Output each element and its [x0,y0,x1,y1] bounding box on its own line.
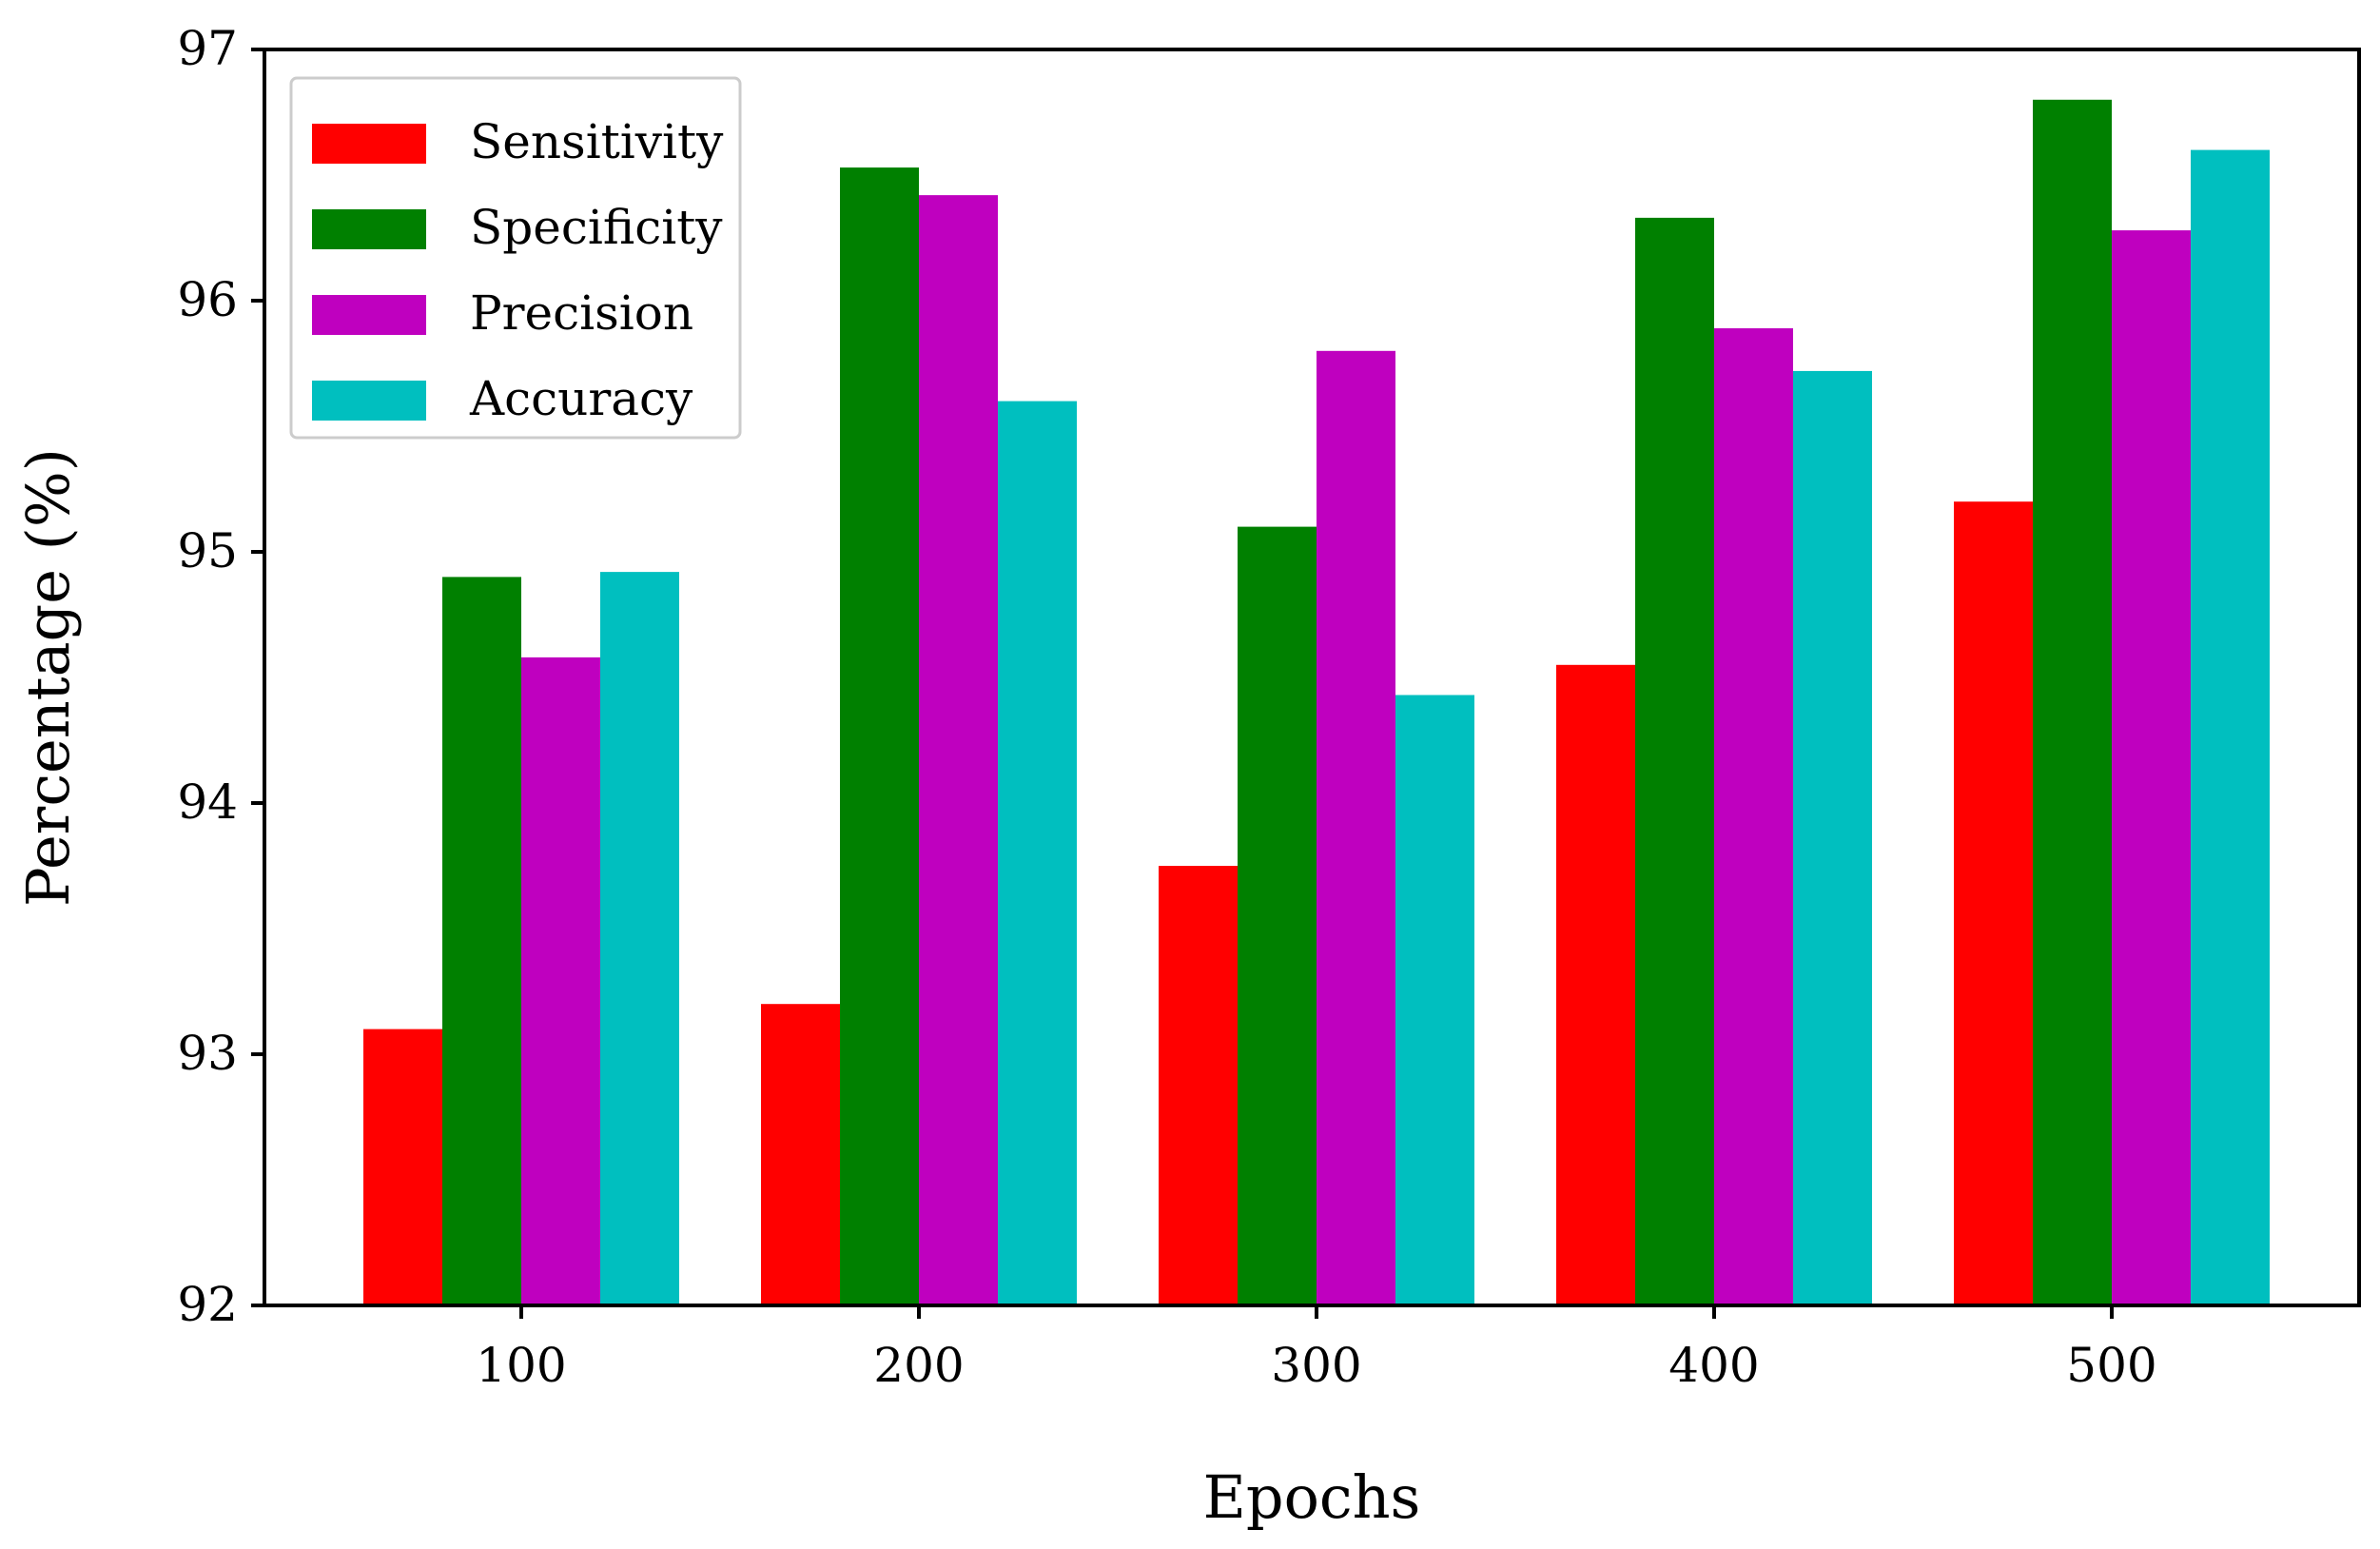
bar-specificity-100 [442,577,521,1305]
bar-precision-300 [1317,350,1395,1305]
legend-swatch-specificity [312,209,426,249]
bar-specificity-400 [1635,217,1714,1305]
bar-accuracy-300 [1395,695,1474,1305]
legend-label-sensitivity: Sensitivity [470,114,724,169]
y-tick-label: 92 [177,1277,238,1332]
legend: Sensitivity Specificity Precision Accuracy [289,76,742,440]
bar-precision-500 [2112,230,2191,1306]
bar-precision-200 [919,195,998,1305]
legend-swatch-precision [312,295,426,335]
bars-layer [363,99,2270,1306]
x-tick-label: 400 [1668,1338,1759,1393]
legend-box [289,76,742,440]
legend-label-accuracy: Accuracy [469,371,693,426]
y-tick-label: 97 [177,21,238,76]
bar-specificity-200 [840,167,919,1306]
bar-specificity-500 [2033,99,2112,1305]
bar-sensitivity-200 [761,1004,840,1305]
bar-accuracy-400 [1793,370,1872,1305]
plot-frame [263,48,2361,1307]
bar-precision-400 [1714,328,1793,1305]
bar-precision-100 [521,657,600,1305]
legend-label-specificity: Specificity [470,200,723,255]
x-axis-title: Epochs [1203,1462,1421,1532]
bar-sensitivity-500 [1954,501,2033,1305]
bar-accuracy-100 [600,572,679,1305]
bar-accuracy-200 [998,401,1077,1306]
bar-accuracy-500 [2191,149,2270,1306]
bar-sensitivity-100 [363,1029,442,1305]
legend-label-precision: Precision [470,285,693,341]
bar-sensitivity-400 [1556,664,1635,1305]
y-tick-label: 96 [177,272,238,327]
y-axis-title: Percentage (%) [13,448,83,907]
y-tick-label: 93 [177,1026,238,1081]
bar-sensitivity-300 [1159,866,1238,1305]
x-tick-label: 200 [873,1338,964,1393]
axes-layer: 92 93 94 95 96 97 100 200 300 400 500 [177,21,2361,1393]
bar-specificity-300 [1238,526,1317,1305]
x-tick-label: 500 [2066,1338,2156,1393]
x-tick-label: 100 [476,1338,566,1393]
legend-swatch-sensitivity [312,124,426,164]
x-tick-label: 300 [1271,1338,1361,1393]
y-tick-label: 95 [177,523,238,578]
y-tick-label: 94 [177,774,238,830]
legend-swatch-accuracy [312,381,426,421]
